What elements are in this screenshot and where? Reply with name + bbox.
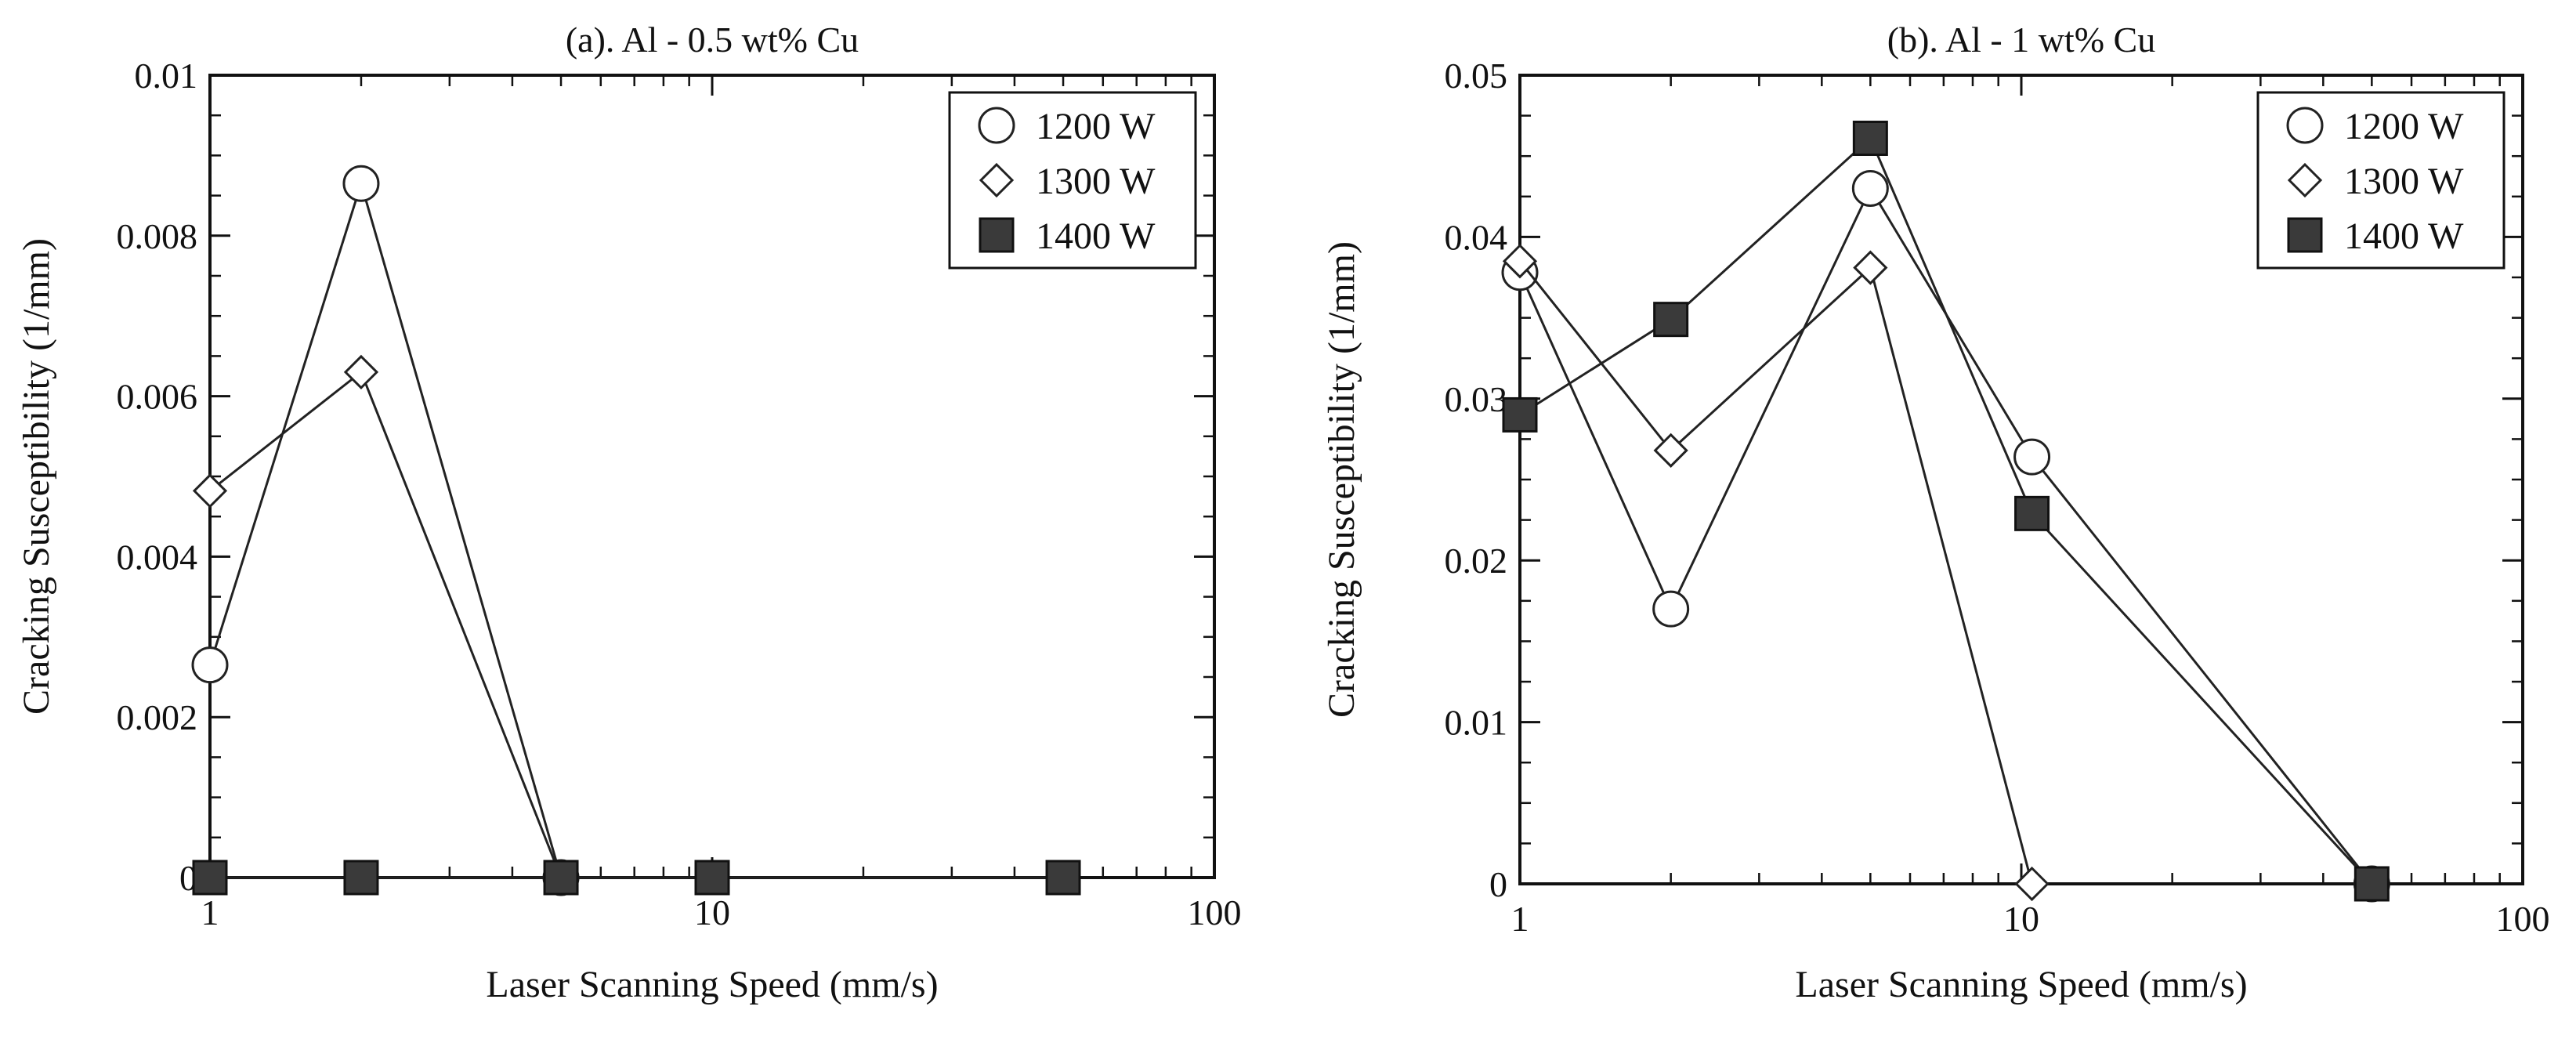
x-tick-label: 100 (1188, 892, 1242, 932)
series-1300w (1502, 244, 2050, 902)
legend-label: 1300 W (2344, 161, 2464, 202)
data-point-square (1653, 302, 1689, 338)
data-point-square (1852, 120, 1888, 156)
legend-marker-diamond (2287, 162, 2323, 198)
data-point-square (343, 860, 379, 896)
y-tick-label: 0.006 (117, 377, 198, 417)
x-tick-label: 10 (2003, 899, 2039, 939)
series-line (209, 370, 563, 878)
y-axis-label: Cracking Susceptibility (1/mm) (16, 238, 57, 715)
data-point-square (2014, 495, 2050, 531)
y-tick-label: 0.008 (117, 216, 198, 256)
data-point-square (192, 860, 228, 896)
data-point-square (1502, 396, 1538, 433)
y-tick-label: 0.04 (1445, 217, 1508, 257)
series-1300w (192, 354, 579, 896)
data-point-diamond (343, 354, 379, 390)
series-1200w (191, 165, 580, 896)
chart-title: (a). Al - 0.5 wt% Cu (566, 20, 859, 60)
data-point-circle (1652, 590, 1690, 628)
x-tick-label: 1 (1511, 899, 1529, 939)
series-line (208, 179, 563, 878)
legend-label: 1200 W (2344, 106, 2464, 147)
legend: 1200 W 1300 W 1400 W (2256, 91, 2505, 270)
data-point-diamond (1653, 433, 1688, 468)
x-axis-label: Laser Scanning Speed (mm/s) (1795, 964, 2247, 1005)
series-line (1518, 260, 2034, 885)
data-point-square (543, 860, 579, 896)
data-point-circle (342, 165, 380, 202)
data-point-diamond (2014, 866, 2050, 902)
data-point-circle (1851, 169, 1889, 207)
x-tick-label: 100 (2496, 899, 2550, 939)
data-point-diamond (192, 473, 228, 509)
chart-panel-b: (b). Al - 1 wt% Cu 0 0.01 0.02 0.03 0.04 0.05 1… (1321, 20, 2550, 1005)
data-point-circle (2013, 438, 2051, 476)
legend-marker-circle (2286, 107, 2324, 144)
series-1400w (192, 860, 1081, 896)
legend-label: 1200 W (1036, 106, 1156, 147)
data-point-diamond (1853, 250, 1888, 285)
y-tick-label: 0.03 (1445, 379, 1508, 419)
legend-label: 1400 W (1036, 215, 1156, 257)
legend-marker-square (2287, 217, 2323, 253)
legend-label: 1300 W (1036, 161, 1156, 202)
x-axis-label: Laser Scanning Speed (mm/s) (486, 964, 938, 1005)
chart-title: (b). Al - 1 wt% Cu (1887, 20, 2155, 60)
series-line (1519, 136, 2373, 885)
series-1200w (1501, 169, 2390, 903)
y-axis-label: Cracking Susceptibility (1/mm) (1321, 241, 1362, 718)
y-tick-label: 0.01 (1445, 703, 1508, 743)
data-point-diamond (1502, 244, 1538, 279)
series-1400w (1502, 120, 2390, 902)
data-point-square (1045, 860, 1081, 896)
legend-label: 1400 W (2344, 215, 2464, 257)
chart-panel-a: (a). Al - 0.5 wt% Cu00.0020.0040.0060.00… (16, 20, 1242, 1005)
y-tick-label: 0.002 (117, 697, 198, 737)
x-tick-label: 10 (694, 892, 730, 932)
series-line (1518, 186, 2373, 885)
legend: 1200 W 1300 W 1400 W (948, 91, 1197, 270)
legend-marker-square (979, 217, 1015, 253)
legend-marker-circle (978, 107, 1015, 144)
data-point-square (694, 860, 730, 896)
x-tick-label: 1 (201, 892, 219, 932)
y-tick-label: 0.02 (1445, 541, 1508, 581)
y-tick-label: 0.01 (135, 56, 198, 96)
legend-marker-diamond (979, 162, 1015, 198)
y-tick-label: 0.05 (1445, 56, 1508, 96)
y-tick-label: 0 (1489, 864, 1507, 904)
y-tick-label: 0.004 (117, 537, 198, 577)
data-point-square (2353, 866, 2390, 902)
data-point-circle (191, 646, 229, 684)
